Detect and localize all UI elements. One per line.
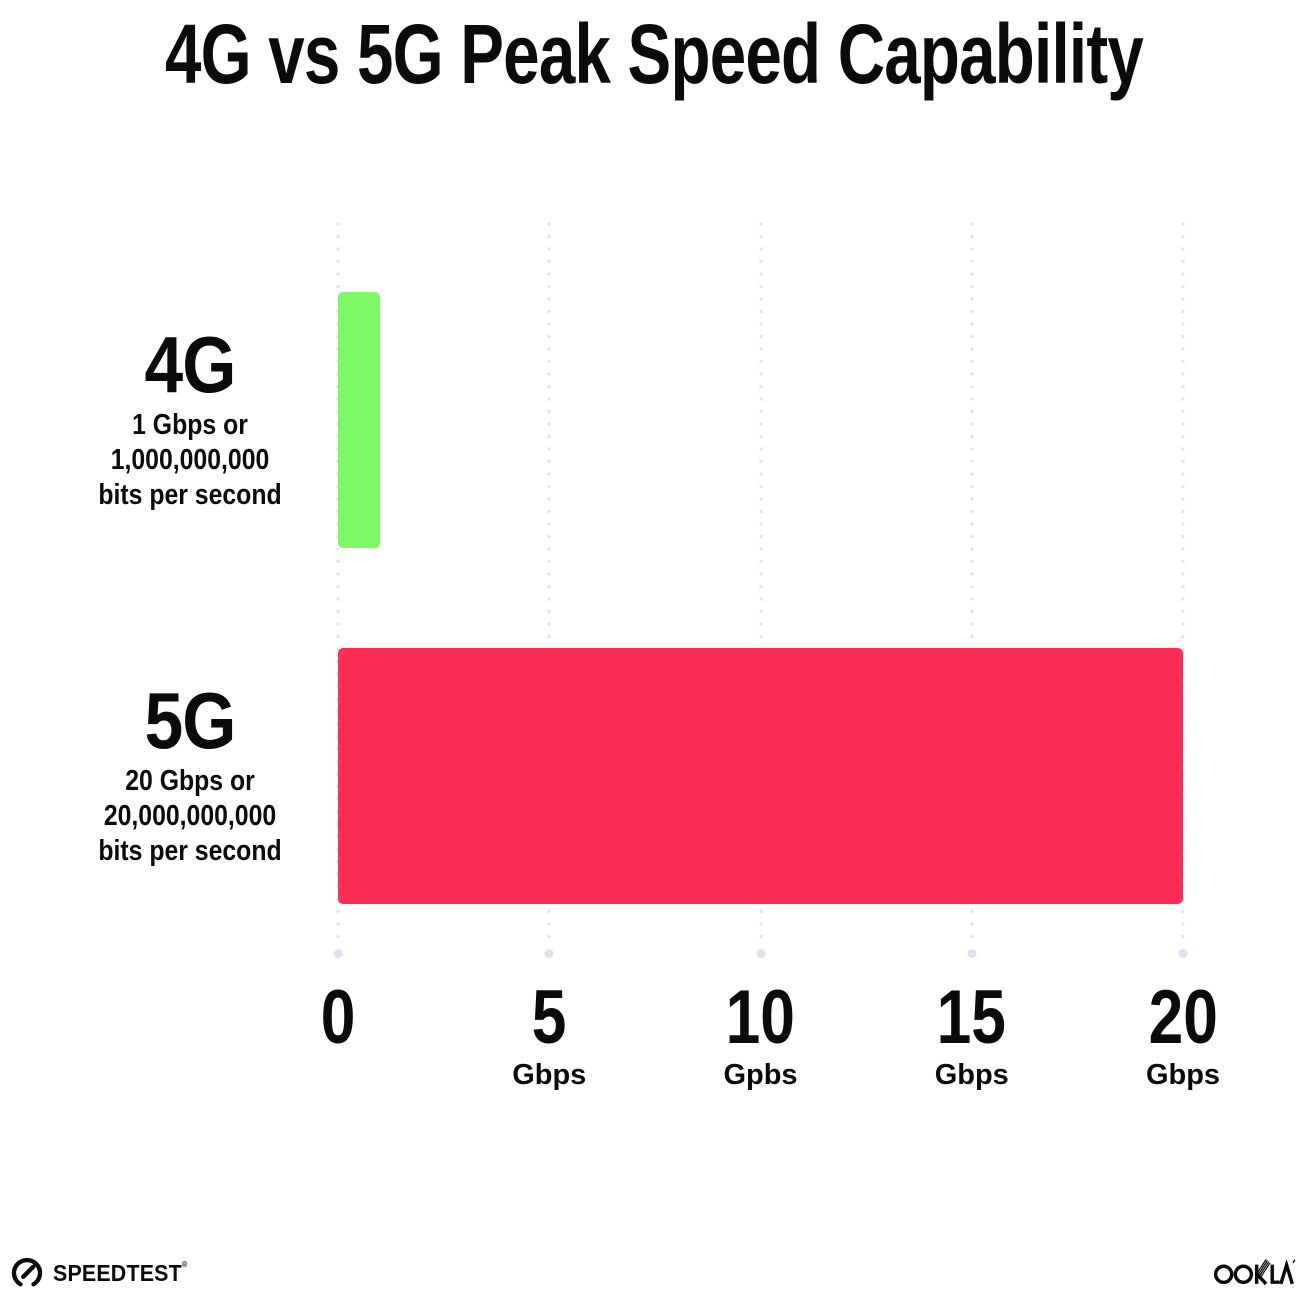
x-tick-5: 5 Gbps [439,980,659,1090]
ookla-wordmark-icon [1213,1259,1296,1286]
x-tick-number: 15 [937,975,1007,1060]
gridline-end-dot [333,949,343,958]
bar-5g [338,648,1183,904]
category-description-line: 1,000,000,000 [110,443,270,476]
x-tick-0: 0 [228,980,448,1056]
gridline-10 [756,222,765,958]
gridline-15 [967,222,977,958]
gridline-5 [544,222,554,958]
x-tick-number: 5 [531,975,567,1060]
category-description-line: bits per second [98,478,282,511]
speedtest-logo: SPEEDTEST® [10,1256,198,1290]
x-tick-10: 10 Gpbs [651,980,871,1090]
speedtest-gauge-icon [11,1257,43,1287]
x-tick-unit: Gpbs [723,1059,798,1091]
gridline-20 [1178,222,1188,958]
x-tick-number: 20 [1148,975,1218,1060]
speedtest-wordmark: SPEEDTEST® [53,1259,188,1286]
ookla-logo [1213,1258,1296,1291]
plot-area [333,222,1188,958]
x-tick-20: 20 Gbps [1073,980,1293,1090]
x-tick-15: 15 Gbps [862,980,1082,1090]
gridline-end-dot [1178,949,1188,958]
row-label-5g: 5G 20 Gbps or 20,000,000,000 bits per secon… [60,675,321,869]
gridline-end-dot [544,949,554,958]
row-label-4g: 4G 1 Gbps or 1,000,000,000 bits per second [60,319,321,513]
chart-title: 4G vs 5G Peak Speed Capability [164,7,1144,101]
gridline-0 [333,222,343,958]
trademark-symbol: ® [181,1259,188,1269]
x-tick-unit: Gbps [1145,1059,1221,1091]
category-label: 5G [144,675,236,765]
category-description-line: 1 Gbps or [132,408,248,441]
x-tick-unit: Gbps [934,1059,1009,1091]
category-description-line: 20,000,000,000 [103,799,277,832]
trademark-tick [1292,1259,1296,1264]
category-description-line: 20 Gbps or [125,764,255,797]
gridline-end-dot [756,949,765,958]
category-description-line: bits per second [98,834,282,867]
x-tick-number: 10 [725,975,796,1060]
x-tick-unit: Gbps [512,1059,587,1091]
gridline-end-dot [967,949,977,958]
category-label: 4G [144,319,236,409]
bar-4g [338,292,381,548]
x-tick-number: 0 [320,975,356,1060]
